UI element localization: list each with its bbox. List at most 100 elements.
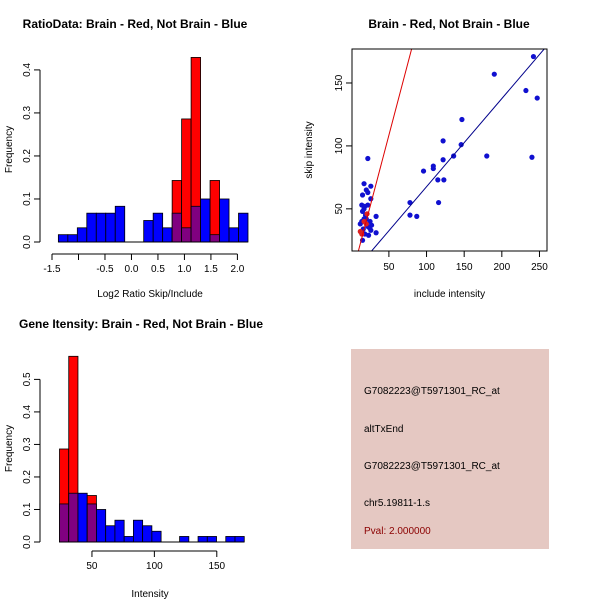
point-not-brain: [373, 213, 379, 219]
event-type: altTxEnd: [364, 424, 404, 435]
y-tick-label: 0.3: [22, 106, 33, 120]
x-tick-label: 1.0: [177, 264, 191, 275]
chart-title: RatioData: Brain - Red, Not Brain - Blue: [23, 17, 248, 31]
point-not-brain: [435, 177, 441, 183]
chart-1: RatioData: Brain - Red, Not Brain - Blue…: [4, 17, 249, 300]
point-not-brain: [407, 212, 413, 218]
bar-not-brain: [206, 536, 217, 543]
bar-overlap: [68, 492, 79, 543]
point-not-brain: [420, 168, 427, 174]
point-not-brain: [361, 206, 367, 212]
y-axis-label: skip intensity: [304, 121, 315, 178]
y-tick-label: 0.5: [22, 372, 33, 386]
y-tick-label: 0.4: [22, 63, 33, 77]
x-tick-label: -0.5: [96, 264, 114, 275]
y-tick-label: 0.1: [22, 192, 33, 206]
bar-not-brain: [179, 536, 190, 543]
bar-not-brain: [132, 519, 144, 543]
point-not-brain: [430, 165, 436, 172]
chart-3: Gene Itensity: Brain - Red, Not Brain - …: [4, 317, 263, 600]
point-not-brain: [368, 227, 374, 233]
probe-id-1: G7082223@T5971301_RC_at: [364, 386, 500, 397]
bar-not-brain: [200, 198, 211, 243]
point-not-brain: [365, 189, 371, 196]
gene-id: chr5.19811-1.s: [364, 498, 430, 509]
point-not-brain: [484, 153, 490, 159]
point-not-brain: [458, 142, 464, 148]
y-tick-label: 0.1: [22, 502, 33, 516]
y-tick-label: 50: [334, 203, 345, 215]
x-tick-label: 0.0: [125, 264, 139, 275]
bar-not-brain: [142, 525, 153, 543]
bar-not-brain: [105, 212, 116, 243]
point-not-brain: [440, 138, 446, 144]
bar-not-brain: [152, 212, 164, 243]
bar-not-brain: [238, 212, 249, 243]
point-not-brain: [373, 230, 379, 236]
bar-not-brain: [143, 220, 154, 243]
point-not-brain: [441, 177, 447, 183]
bar-not-brain: [219, 198, 230, 243]
y-tick-label: 0.2: [22, 470, 33, 484]
bar-not-brain: [151, 530, 162, 543]
x-tick-label: 150: [208, 561, 225, 572]
point-not-brain: [365, 232, 372, 238]
x-tick-label: 250: [531, 262, 548, 273]
point-not-brain: [440, 157, 446, 163]
point-not-brain: [530, 53, 537, 60]
bar-not-brain: [95, 212, 107, 243]
point-not-brain: [435, 199, 442, 206]
y-tick-label: 0.2: [22, 149, 33, 163]
chart-title: Gene Itensity: Brain - Red, Not Brain - …: [19, 317, 263, 331]
bar-not-brain: [228, 227, 239, 243]
bar-overlap: [181, 227, 192, 243]
point-not-brain: [491, 71, 497, 77]
point-not-brain: [361, 181, 367, 187]
fit-line-blueline: [370, 49, 545, 251]
y-tick-label: 0.0: [22, 535, 33, 549]
bar-overlap: [86, 503, 97, 543]
point-not-brain: [365, 155, 371, 162]
point-not-brain: [529, 154, 535, 160]
x-axis-label: Log2 Ratio Skip/Include: [97, 289, 203, 300]
x-tick-label: 200: [493, 262, 510, 273]
y-tick-label: 100: [334, 137, 345, 154]
bar-not-brain: [114, 205, 126, 243]
x-tick-label: 100: [418, 262, 435, 273]
chart-title: Brain - Red, Not Brain - Blue: [368, 17, 530, 31]
point-not-brain: [523, 87, 529, 94]
bar-overlap: [171, 212, 183, 243]
x-tick-label: -1.5: [43, 264, 61, 275]
bar-overlap: [59, 503, 70, 543]
point-not-brain: [365, 202, 371, 208]
point-not-brain: [368, 183, 374, 189]
x-axis-label: include intensity: [414, 289, 485, 300]
bar-not-brain: [234, 536, 245, 543]
y-axis-label: Frequency: [4, 425, 15, 472]
x-tick-label: 0.5: [151, 264, 165, 275]
x-tick-label: 2.0: [230, 264, 244, 275]
point-not-brain: [359, 192, 366, 198]
y-axis-label: Frequency: [4, 126, 15, 173]
bar-not-brain: [162, 227, 173, 243]
x-tick-label: 150: [456, 262, 473, 273]
bar-overlap: [190, 205, 201, 243]
pval-text: Pval: 2.000000: [364, 526, 431, 537]
bar-not-brain: [67, 234, 78, 243]
bar-not-brain: [123, 536, 134, 543]
bar-brain: [181, 118, 192, 243]
bar-not-brain: [105, 525, 116, 543]
point-not-brain: [534, 95, 540, 101]
bar-not-brain: [114, 519, 125, 543]
x-axis-label: Intensity: [131, 589, 168, 600]
info-panel: G7082223@T5971301_RC_at altTxEnd G708222…: [351, 349, 549, 549]
fit-line-redline: [357, 49, 413, 251]
x-tick-label: 1.5: [204, 264, 218, 275]
x-tick-label: 100: [146, 561, 163, 572]
bar-not-brain: [225, 536, 236, 543]
chart-2: Brain - Red, Not Brain - Blue include int…: [304, 17, 548, 300]
bar-brain: [209, 180, 220, 243]
y-tick-label: 0.4: [22, 405, 33, 419]
